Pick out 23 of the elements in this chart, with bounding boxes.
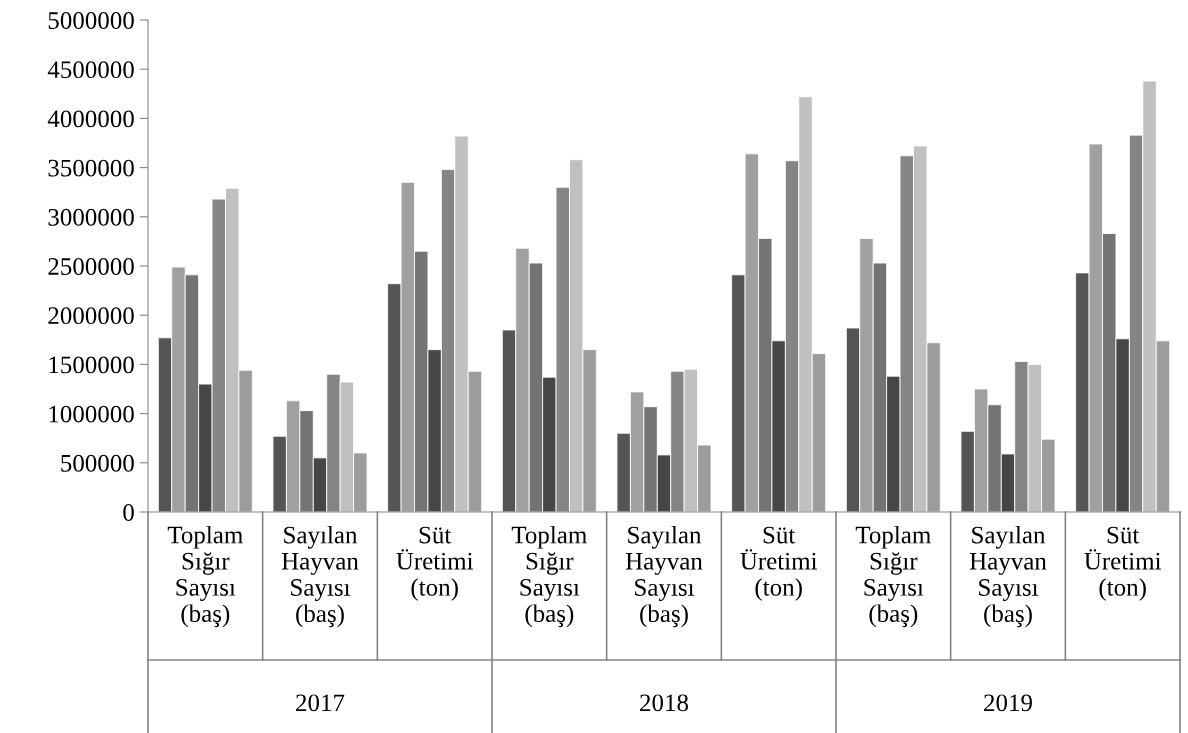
y-tick-label: 3500000 [48, 159, 134, 177]
text: 2019 [984, 694, 1032, 712]
text: 2017 [296, 694, 345, 712]
x-tick-label: Süt Üretimi (ton) [1084, 526, 1162, 601]
x-tick-label: Toplam Sığır Sayısı (baş) [511, 525, 587, 628]
y-tick-label: 2500000 [48, 258, 134, 275]
y-tick-label: 5000000 [48, 12, 134, 29]
y-tick-label: 4500000 [47, 61, 134, 79]
y-tick-label: 1000000 [49, 405, 134, 423]
y-tick-label: 3000000 [48, 208, 134, 226]
text: 2018 [640, 694, 689, 712]
y-tick-label: 2000000 [48, 307, 134, 325]
y-tick-label: 500000 [61, 454, 134, 472]
x-tick-label: Toplam Sığır Sayısı (baş) [167, 525, 243, 628]
x-tick-label: Sayılan Hayvan Sayısı (baş) [625, 525, 703, 628]
x-tick-label: Sayılan Hayvan Sayısı (baş) [969, 525, 1047, 628]
x-tick-label: Toplam Sığır Sayısı (baş) [855, 525, 931, 628]
x-tick-label: Süt Üretimi (ton) [740, 526, 818, 601]
y-tick-label: 0 [123, 504, 134, 521]
y-tick-label: 4000000 [47, 110, 134, 128]
x-tick-label: Süt Üretimi (ton) [396, 526, 474, 601]
y-tick-label: 1500000 [49, 356, 134, 374]
x-tick-label: Sayılan Hayvan Sayısı (baş) [281, 525, 359, 628]
